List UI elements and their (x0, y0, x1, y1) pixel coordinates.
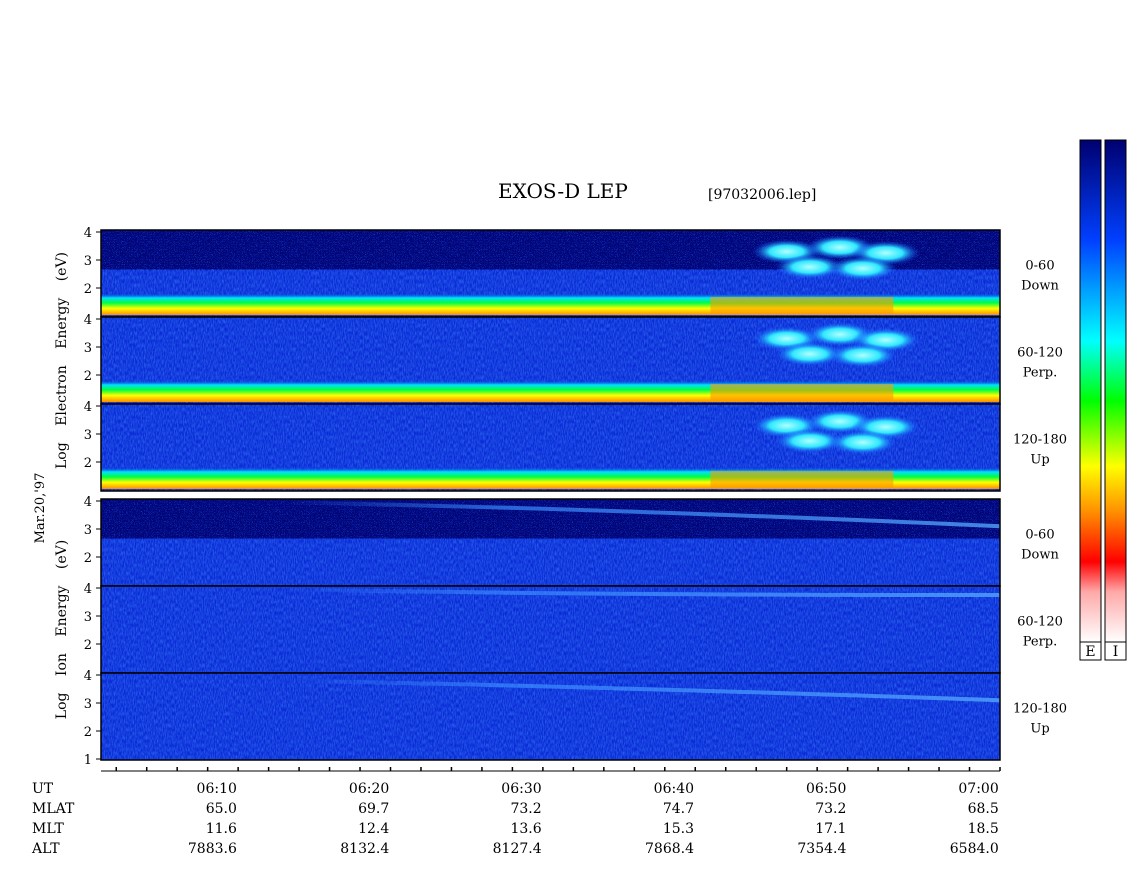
x-value-alt: 7868.4 (645, 841, 694, 857)
x-value-ut: 07:00 (958, 781, 998, 797)
ion-panel-0 (100, 498, 1001, 587)
electron-burst (828, 256, 897, 281)
file-name-label: [97032006.lep] (708, 187, 816, 203)
precipitation-enhancement (710, 297, 894, 315)
electron-panel-1 (100, 316, 1001, 405)
x-value-alt: 8127.4 (493, 841, 542, 857)
y-tick-label: 4 (84, 313, 92, 328)
colorbar-i (1104, 139, 1127, 643)
x-value-mlat: 74.7 (663, 801, 694, 817)
x-value-mlat: 73.2 (510, 801, 541, 817)
x-value-alt: 6584.0 (950, 841, 999, 857)
ion-streak (283, 678, 1001, 703)
y-tick-label: 3 (84, 697, 92, 712)
row-label-ut: UT (32, 781, 54, 797)
y-tick-label: 4 (84, 226, 92, 241)
electron-energy-ylabel: Log Electron Energy (eV) (54, 252, 70, 469)
panel-noise (101, 586, 1000, 673)
x-value-alt: 7354.4 (797, 841, 846, 857)
ion-energy-ylabel: Log Ion Energy (eV) (54, 540, 70, 719)
x-value-mlat: 65.0 (206, 801, 237, 817)
y-tick-label: 2 (84, 638, 92, 653)
electron-panel-2 (100, 403, 1001, 492)
direction-label: Up (1030, 453, 1049, 468)
colorbar-e (1079, 139, 1102, 643)
x-value-mlt: 11.6 (206, 821, 237, 837)
pitch-angle-label: 120-180 (1013, 702, 1067, 717)
y-tick-label: 3 (84, 428, 92, 443)
pitch-angle-label: 0-60 (1025, 259, 1054, 274)
panel-frame (100, 403, 1001, 492)
direction-label: Down (1021, 279, 1059, 294)
pitch-angle-label: 0-60 (1025, 528, 1054, 543)
y-tick-label: 3 (84, 610, 92, 625)
pitch-angle-label: 60-120 (1017, 615, 1063, 630)
y-tick-label: 2 (84, 551, 92, 566)
x-value-alt: 7883.6 (188, 841, 237, 857)
x-value-alt: 8132.4 (340, 841, 389, 857)
y-tick-label: 3 (84, 254, 92, 269)
precipitation-enhancement (710, 384, 894, 402)
x-value-ut: 06:50 (806, 781, 846, 797)
x-value-mlt: 17.1 (815, 821, 846, 837)
direction-label: Perp. (1023, 366, 1058, 381)
precipitation-enhancement (710, 471, 894, 489)
y-tick-label: 2 (84, 456, 92, 471)
direction-label: Perp. (1023, 635, 1058, 650)
y-tick-label: 3 (84, 523, 92, 538)
x-value-mlat: 68.5 (968, 801, 999, 817)
x-value-mlt: 18.5 (968, 821, 999, 837)
electron-burst (828, 430, 897, 455)
spectrogram-panels (100, 229, 1001, 761)
y-tick-label: 2 (84, 725, 92, 740)
row-label-alt: ALT (31, 841, 60, 857)
x-value-mlat: 73.2 (815, 801, 846, 817)
x-value-ut: 06:40 (654, 781, 694, 797)
colorbar-label-box (1104, 641, 1127, 661)
chart-title: EXOS-D LEP (498, 179, 628, 203)
ion-streak (283, 587, 1001, 598)
y-tick-label: 4 (84, 495, 92, 510)
x-value-mlt: 13.6 (510, 821, 541, 837)
row-label-mlat: MLAT (32, 801, 75, 817)
y-tick-label: 1 (84, 753, 92, 768)
x-value-ut: 06:10 (197, 781, 237, 797)
direction-label: Down (1021, 548, 1059, 563)
x-value-ut: 06:30 (501, 781, 541, 797)
y-tick-label: 4 (84, 582, 92, 597)
ion-panel-1 (100, 585, 1001, 674)
panel-frame (100, 672, 1001, 761)
ion-panel-2 (100, 672, 1001, 761)
colorbar-label-box (1079, 641, 1102, 661)
date-label: Mar.20,'97 (33, 473, 48, 544)
x-value-ut: 06:20 (349, 781, 389, 797)
electron-burst (828, 343, 897, 368)
direction-label: Up (1030, 722, 1049, 737)
x-value-mlat: 69.7 (358, 801, 389, 817)
axes-layer: 4 3 2 0-60 Down 4 3 2 60-120 Perp. 4 3 2 120-180 Up Log… (31, 226, 1067, 857)
row-label-mlt: MLT (32, 821, 64, 837)
colorbar-label: I (1113, 644, 1119, 660)
pitch-angle-label: 120-180 (1013, 433, 1067, 448)
electron-burst (775, 429, 844, 453)
colorbar-label: E (1085, 644, 1095, 660)
y-tick-label: 3 (84, 341, 92, 356)
y-tick-label: 2 (84, 282, 92, 297)
y-tick-label: 4 (84, 669, 92, 684)
y-tick-label: 4 (84, 400, 92, 415)
ion-streak (283, 500, 1001, 529)
x-value-mlt: 15.3 (663, 821, 694, 837)
electron-panel-0 (100, 229, 1001, 318)
electron-burst (775, 342, 844, 366)
y-tick-label: 2 (84, 369, 92, 384)
electron-burst (775, 255, 844, 279)
x-value-mlt: 12.4 (358, 821, 389, 837)
pitch-angle-label: 60-120 (1017, 346, 1063, 361)
